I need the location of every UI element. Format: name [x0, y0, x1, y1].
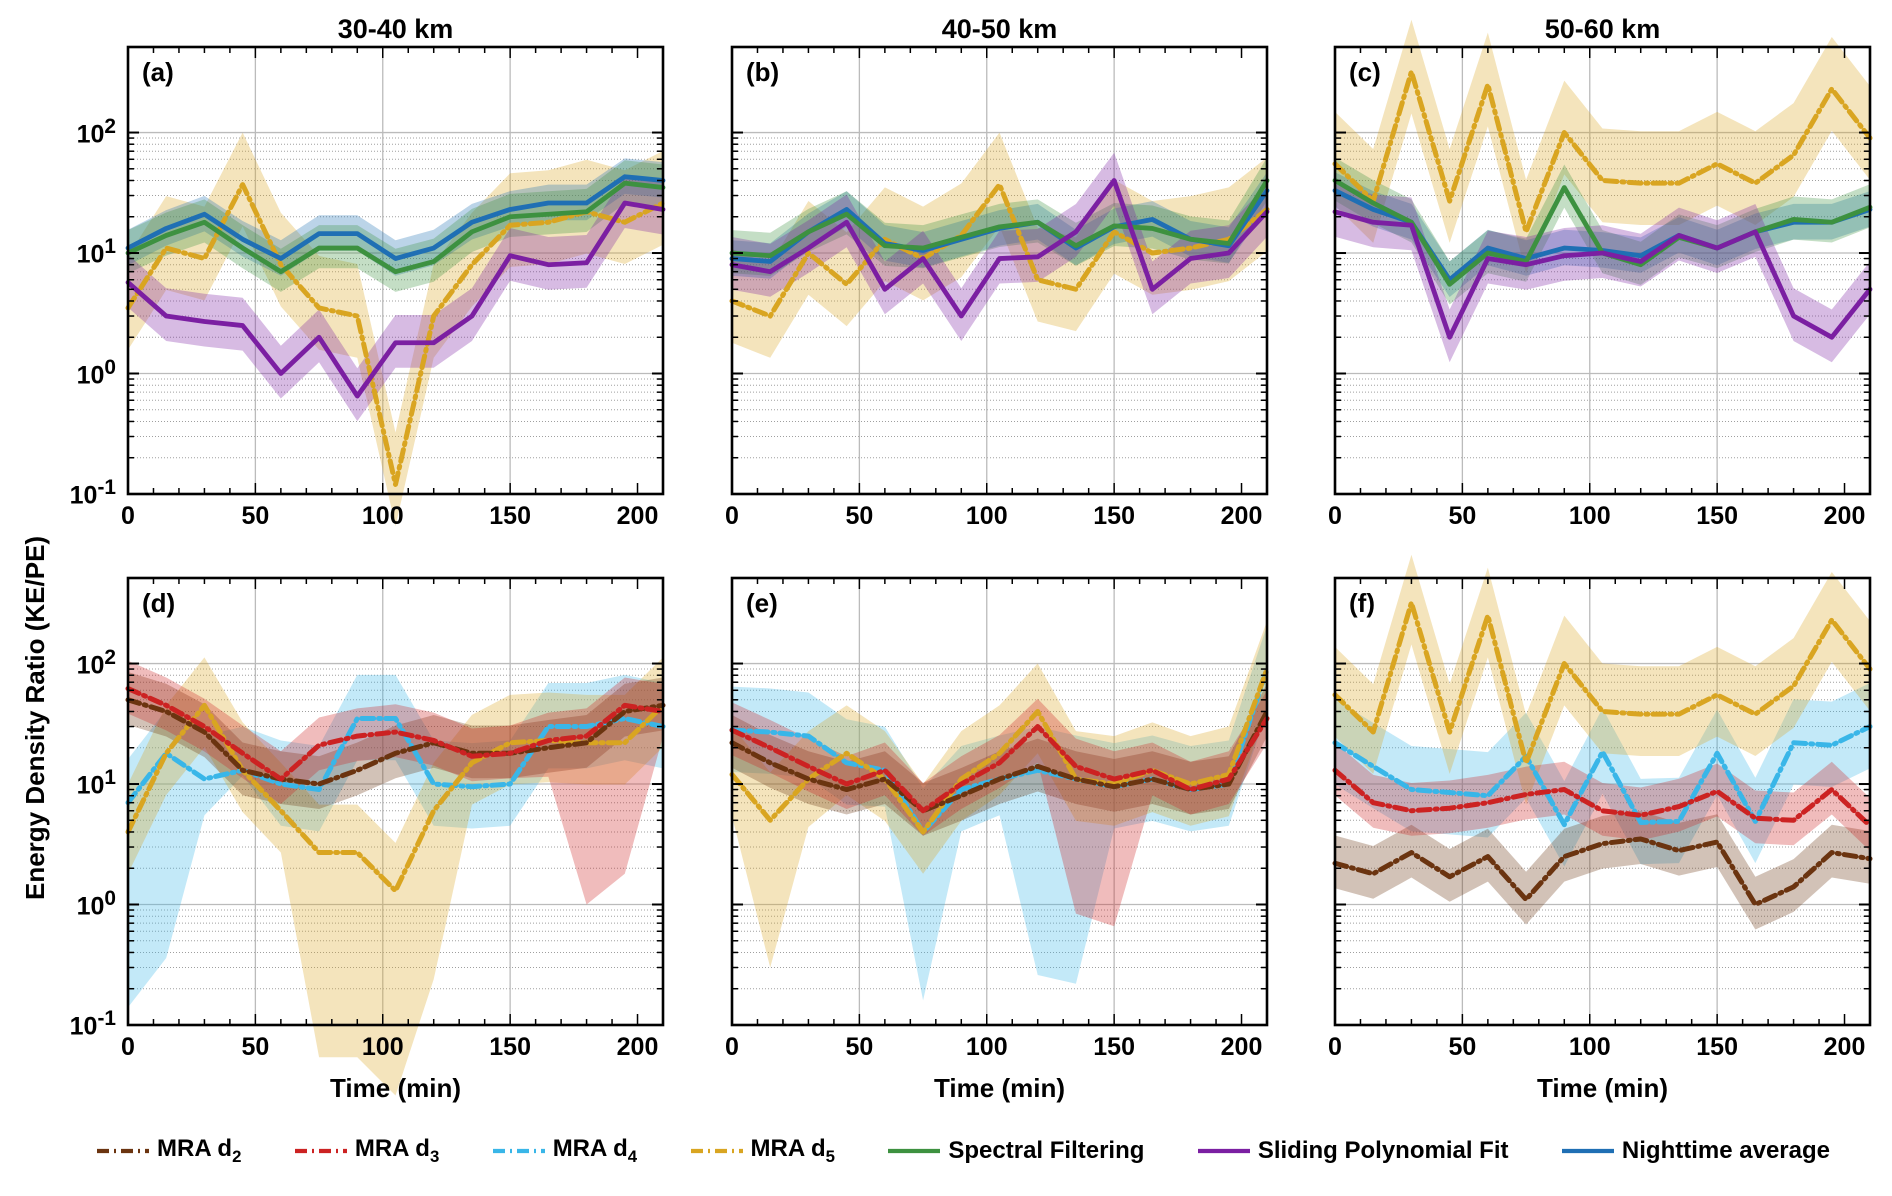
svg-text:(a): (a)	[142, 57, 174, 87]
svg-text:(b): (b)	[746, 57, 779, 87]
svg-text:(d): (d)	[142, 588, 175, 618]
svg-text:(c): (c)	[1349, 57, 1381, 87]
svg-text:(f): (f)	[1349, 588, 1375, 618]
svg-text:(e): (e)	[746, 588, 778, 618]
